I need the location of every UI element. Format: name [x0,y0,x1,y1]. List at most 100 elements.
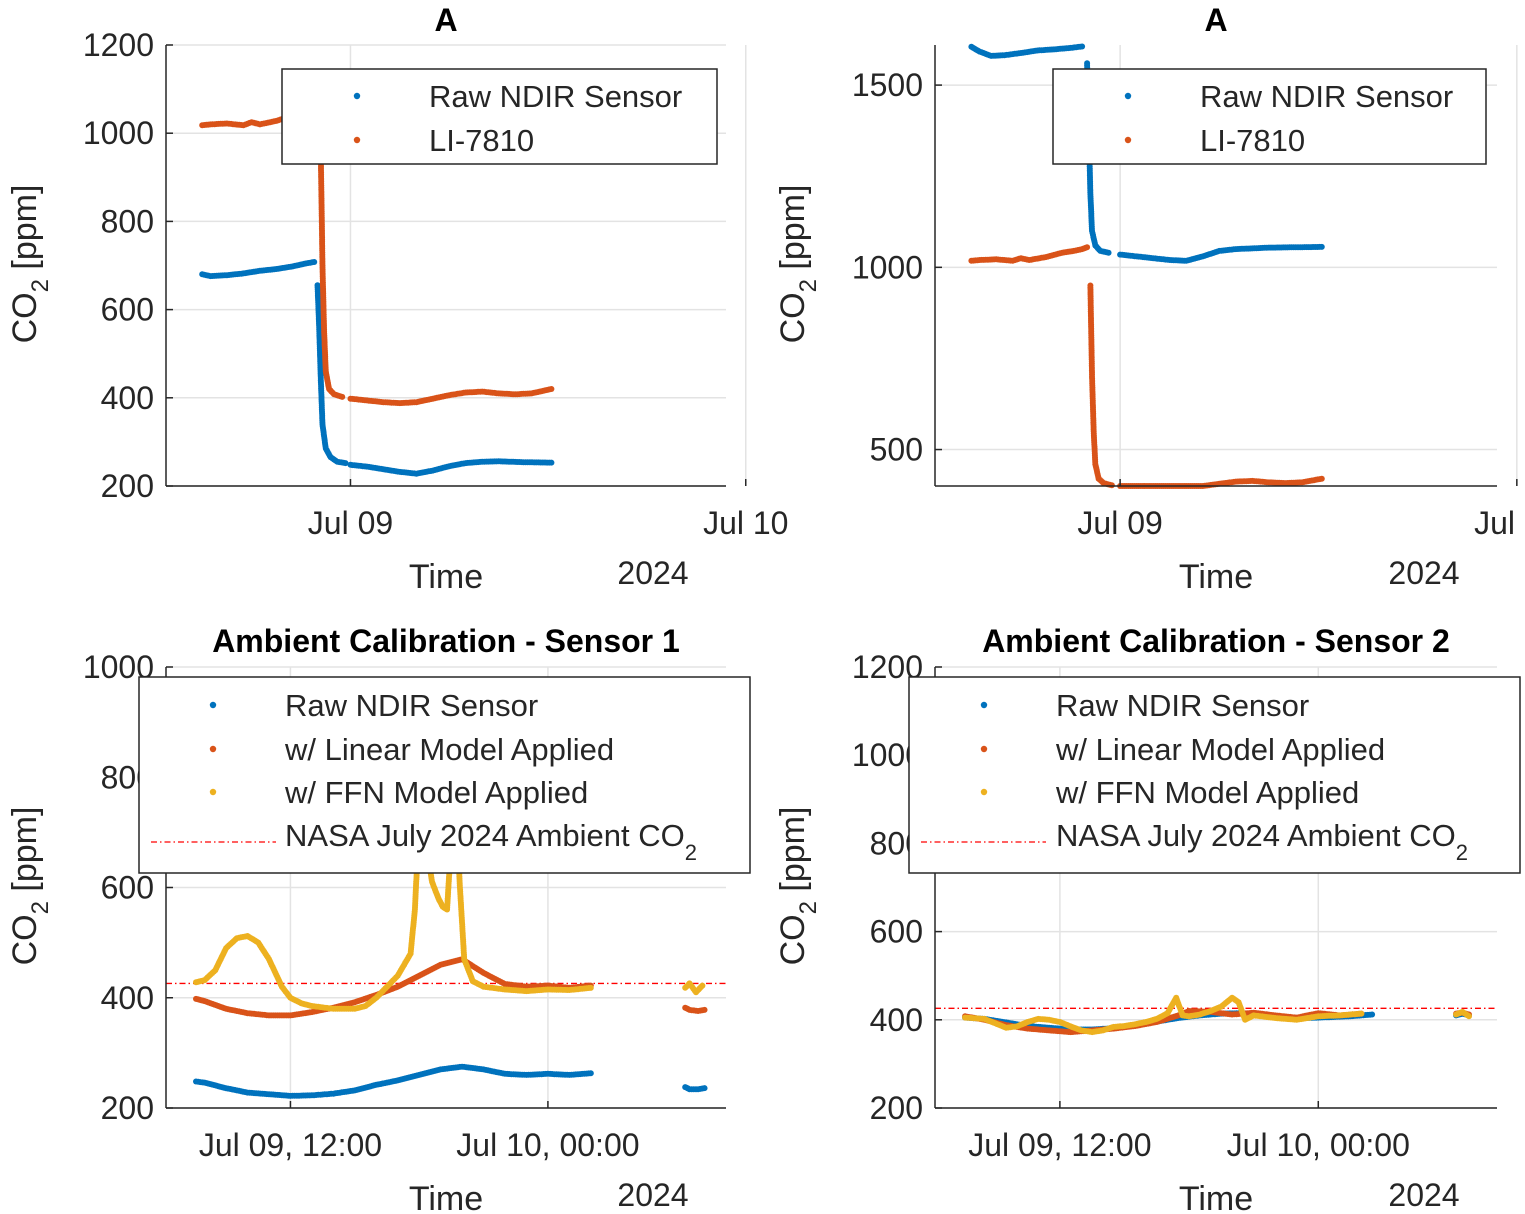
panel-1-ylabel: CO2 [ppm] [6,185,54,344]
data-point [1079,43,1086,50]
data-point [311,258,318,265]
panel-4-legend-marker-linear [980,745,988,753]
data-point [701,1006,708,1013]
panel-3-title: Ambient Calibration - Sensor 1 [212,623,680,659]
series-2 [968,244,1325,489]
series-1 [199,258,555,477]
panel-1-legend-label-li7810: LI-7810 [429,123,534,158]
panel-3-legend-marker-ffn [209,788,217,796]
panel-3-ylabel: CO2 [ppm] [6,807,54,966]
panel-1-legend-box [281,68,718,165]
panel-2-title: A [1204,2,1227,38]
x-tick-label: Jul 10 [703,505,788,541]
panel-3-legend-label-ffn: w/ FFN Model Applied [284,775,588,810]
x-tick-label: Jul 09, 12:00 [968,1127,1151,1163]
panel-2-legend: Raw NDIR Sensor LI-7810 [1052,68,1487,165]
panel-3-legend-label-nasa: NASA July 2024 Ambient CO2 [285,818,697,865]
y-tick-label: 500 [870,432,923,468]
panel-2-ylabel: CO2 [ppm] [774,185,822,344]
panel-3-legend-box [138,676,751,874]
data-point [1084,244,1091,251]
x-tick-label: Jul 10, 00:00 [456,1127,639,1163]
x-tick-label: Jul 09 [1077,505,1162,541]
data-point [587,984,594,991]
panel-4-legend-box [908,676,1521,874]
y-tick-label: 1000 [83,115,154,151]
panel-3-legend-marker-linear [209,745,217,753]
data-point [548,459,555,466]
y-tick-label: 1000 [852,249,923,285]
y-tick-label: 1500 [852,67,923,103]
panel-2: 500 1000 1500 Jul 09 Jul 10 A Time 2024 CO2 … [774,2,1525,596]
panel-3-legend-label-raw: Raw NDIR Sensor [285,688,538,723]
panel-1-xlabel: Time [409,558,483,596]
y-tick-label: 600 [870,914,923,950]
y-tick-label: 600 [101,870,154,906]
data-point [1105,249,1112,256]
panel-4-legend: Raw NDIR Sensor w/ Linear Model Applied … [908,676,1521,874]
y-tick-label: 200 [101,468,154,504]
series-1 [193,1063,708,1099]
y-tick-label: 600 [101,292,154,328]
x-tick-label: Jul 09, 12:00 [199,1127,382,1163]
panel-3-legend-marker-raw [209,701,217,709]
panel-4-title: Ambient Calibration - Sensor 2 [982,623,1450,659]
panel-1-legend-label-raw: Raw NDIR Sensor [429,79,682,114]
panel-4-legend-label-linear: w/ Linear Model Applied [1055,732,1385,767]
panel-2-legend-label-li7810: LI-7810 [1200,123,1305,158]
panel-4-x-secondary-label: 2024 [1388,1177,1459,1213]
panel-4-legend-label-ffn: w/ FFN Model Applied [1055,775,1359,810]
panel-2-legend-marker-raw [1124,92,1132,100]
panel-4-xlabel: Time [1179,1180,1253,1214]
panel-1-x-secondary-label: 2024 [617,555,688,591]
y-tick-label: 1200 [83,27,154,63]
data-point [701,1085,708,1092]
panel-1-legend: Raw NDIR Sensor LI-7810 [281,68,718,165]
y-tick-label: 200 [101,1090,154,1126]
panel-3-legend-label-linear: w/ Linear Model Applied [284,732,614,767]
panel-1-legend-marker-raw [353,92,361,100]
panel-1-title: A [434,2,457,38]
panel-1-data [199,108,555,477]
panel-4-ylabel: CO2 [ppm] [774,807,822,966]
y-tick-label: 400 [101,380,154,416]
panel-3-legend: Raw NDIR Sensor w/ Linear Model Applied … [138,676,751,874]
panel-1-legend-marker-li7810 [353,136,361,144]
panel-4-legend-label-raw: Raw NDIR Sensor [1056,688,1309,723]
y-tick-label: 200 [870,1090,923,1126]
panel-2-legend-marker-li7810 [1124,136,1132,144]
panel-3-xlabel: Time [409,1180,483,1214]
panel-3-x-secondary-label: 2024 [617,1177,688,1213]
data-point [1466,1013,1473,1020]
data-point [1369,1011,1376,1018]
panel-4-legend-label-nasa: NASA July 2024 Ambient CO2 [1056,818,1468,865]
panel-4-legend-marker-ffn [980,788,988,796]
data-point [1318,475,1325,482]
data-point [699,982,706,989]
data-point [1358,1010,1365,1017]
x-tick-label: Jul 10 [1474,505,1525,541]
panel-2-xlabel: Time [1179,558,1253,596]
data-point [339,393,346,400]
data-point [1318,243,1325,250]
y-tick-label: 400 [870,1002,923,1038]
x-tick-label: Jul 10, 00:00 [1227,1127,1410,1163]
y-tick-label: 400 [101,980,154,1016]
panel-2-axes: 500 1000 1500 Jul 09 Jul 10 [852,45,1525,541]
y-tick-label: 800 [101,203,154,239]
x-tick-label: Jul 09 [308,505,393,541]
data-point [587,1070,594,1077]
panel-1-axes: 200 400 600 800 1000 1200 Jul 09 Jul 10 [83,27,789,541]
series-3 [962,994,1473,1036]
panel-4-data [935,994,1497,1036]
panel-2-legend-box [1052,68,1487,165]
data-point [342,460,349,467]
panel-2-legend-label-raw: Raw NDIR Sensor [1200,79,1453,114]
panel-4-legend-marker-raw [980,701,988,709]
